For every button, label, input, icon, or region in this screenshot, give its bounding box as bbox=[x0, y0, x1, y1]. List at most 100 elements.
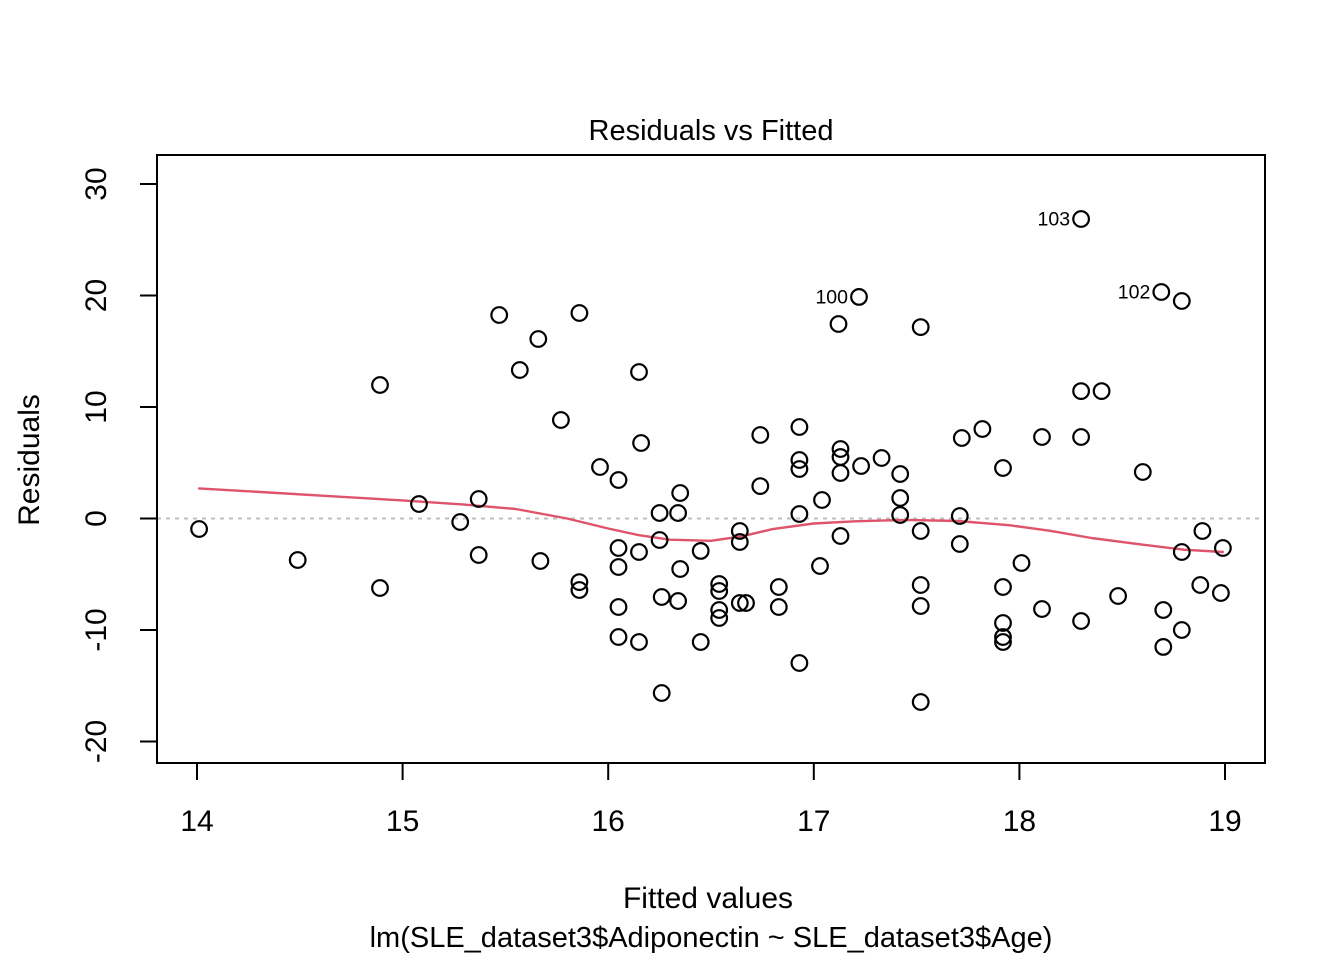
data-point bbox=[994, 459, 1012, 477]
y-axis-tick-label: -10 bbox=[80, 608, 113, 651]
data-point bbox=[790, 460, 809, 478]
data-point bbox=[552, 411, 570, 429]
y-axis-tick-label: 20 bbox=[80, 279, 113, 312]
data-point bbox=[769, 598, 788, 616]
y-axis-tick-label: 0 bbox=[80, 510, 113, 527]
data-point bbox=[529, 330, 548, 348]
data-point bbox=[911, 522, 930, 540]
data-point bbox=[891, 506, 910, 524]
data-point bbox=[911, 576, 930, 594]
data-point bbox=[490, 306, 509, 324]
data-point bbox=[751, 477, 770, 496]
data-point bbox=[751, 426, 770, 444]
data-point bbox=[1012, 554, 1031, 572]
data-point bbox=[737, 594, 755, 612]
data-point bbox=[710, 601, 729, 619]
plot-title: Residuals vs Fitted bbox=[589, 115, 834, 147]
x-axis-tick-label: 14 bbox=[180, 805, 213, 838]
data-point bbox=[730, 533, 749, 551]
data-point bbox=[650, 531, 669, 549]
y-axis-tick-label: -20 bbox=[80, 720, 113, 763]
data-point bbox=[790, 418, 809, 436]
data-point bbox=[1133, 463, 1152, 481]
data-point bbox=[531, 552, 550, 570]
data-point bbox=[710, 575, 729, 593]
data-point bbox=[570, 581, 589, 599]
data-point bbox=[609, 628, 628, 646]
data-point bbox=[710, 582, 729, 600]
data-point bbox=[1033, 600, 1051, 618]
axis-ticks-layer: 14 15 16 17 18 19 -20 -10 0 10 20 30 bbox=[80, 167, 1242, 838]
data-point bbox=[829, 315, 848, 333]
lowess-smooth-line bbox=[197, 487, 1225, 554]
data-point bbox=[852, 457, 870, 475]
x-axis-tick-label: 17 bbox=[797, 805, 830, 838]
data-point bbox=[630, 633, 648, 651]
plot-frame-layer bbox=[156, 154, 1266, 764]
data-point bbox=[691, 542, 710, 560]
data-point bbox=[872, 449, 891, 467]
data-point bbox=[510, 361, 529, 379]
data-point bbox=[410, 495, 428, 513]
data-point bbox=[1072, 210, 1090, 228]
data-point bbox=[950, 507, 969, 525]
data-point bbox=[1154, 601, 1173, 619]
data-point bbox=[591, 458, 609, 476]
data-point bbox=[371, 376, 389, 394]
y-axis-label: Residuals bbox=[13, 394, 46, 526]
data-point bbox=[994, 628, 1012, 646]
plot-border-box bbox=[156, 154, 1266, 764]
data-point bbox=[973, 420, 992, 438]
data-point bbox=[1033, 428, 1051, 446]
data-point bbox=[911, 693, 930, 711]
data-point bbox=[950, 535, 969, 553]
data-point bbox=[1154, 638, 1173, 656]
data-point bbox=[831, 464, 850, 482]
data-point bbox=[1213, 539, 1232, 557]
data-point bbox=[632, 434, 650, 452]
data-point bbox=[790, 654, 809, 672]
x-axis-label: Fitted values bbox=[623, 882, 793, 915]
data-point bbox=[650, 504, 669, 522]
data-point bbox=[609, 539, 628, 557]
data-point bbox=[1072, 382, 1090, 401]
x-axis-tick-label: 15 bbox=[386, 805, 419, 838]
data-point bbox=[790, 451, 809, 469]
data-point bbox=[811, 557, 829, 575]
x-axis-tick-label: 18 bbox=[1003, 805, 1036, 838]
data-point bbox=[1211, 584, 1230, 602]
data-point bbox=[609, 471, 628, 489]
data-point bbox=[609, 558, 628, 576]
data-point bbox=[1191, 576, 1210, 594]
data-point bbox=[850, 288, 868, 306]
data-point bbox=[609, 598, 628, 616]
data-point bbox=[769, 578, 788, 596]
data-point bbox=[630, 543, 648, 561]
outlier-labels-layer: 100 102 103 bbox=[815, 209, 1150, 309]
data-point bbox=[570, 573, 589, 591]
data-point bbox=[1072, 612, 1090, 630]
data-point bbox=[1172, 292, 1191, 310]
y-axis-tick-label: 30 bbox=[80, 167, 113, 200]
outlier-point-label: 102 bbox=[1118, 282, 1151, 304]
data-point bbox=[911, 318, 930, 337]
data-point bbox=[831, 440, 850, 458]
data-point bbox=[1072, 428, 1090, 446]
data-point bbox=[469, 490, 488, 508]
data-point bbox=[911, 597, 930, 615]
data-point bbox=[371, 579, 389, 597]
data-point bbox=[952, 429, 971, 447]
data-point bbox=[891, 465, 910, 483]
data-point bbox=[891, 489, 910, 507]
data-point bbox=[469, 546, 488, 564]
data-point bbox=[1193, 522, 1212, 540]
data-point bbox=[652, 588, 671, 606]
y-axis-tick-label: 10 bbox=[80, 390, 113, 423]
outlier-point-label: 103 bbox=[1038, 209, 1071, 231]
data-point bbox=[669, 592, 687, 610]
data-point bbox=[691, 633, 710, 651]
data-point bbox=[671, 484, 690, 502]
data-point bbox=[1092, 382, 1111, 401]
data-point bbox=[451, 513, 470, 531]
